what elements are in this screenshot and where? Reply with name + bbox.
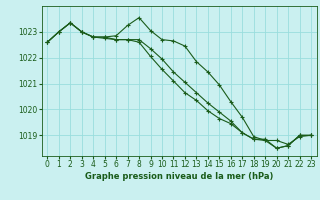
X-axis label: Graphe pression niveau de la mer (hPa): Graphe pression niveau de la mer (hPa): [85, 172, 273, 181]
